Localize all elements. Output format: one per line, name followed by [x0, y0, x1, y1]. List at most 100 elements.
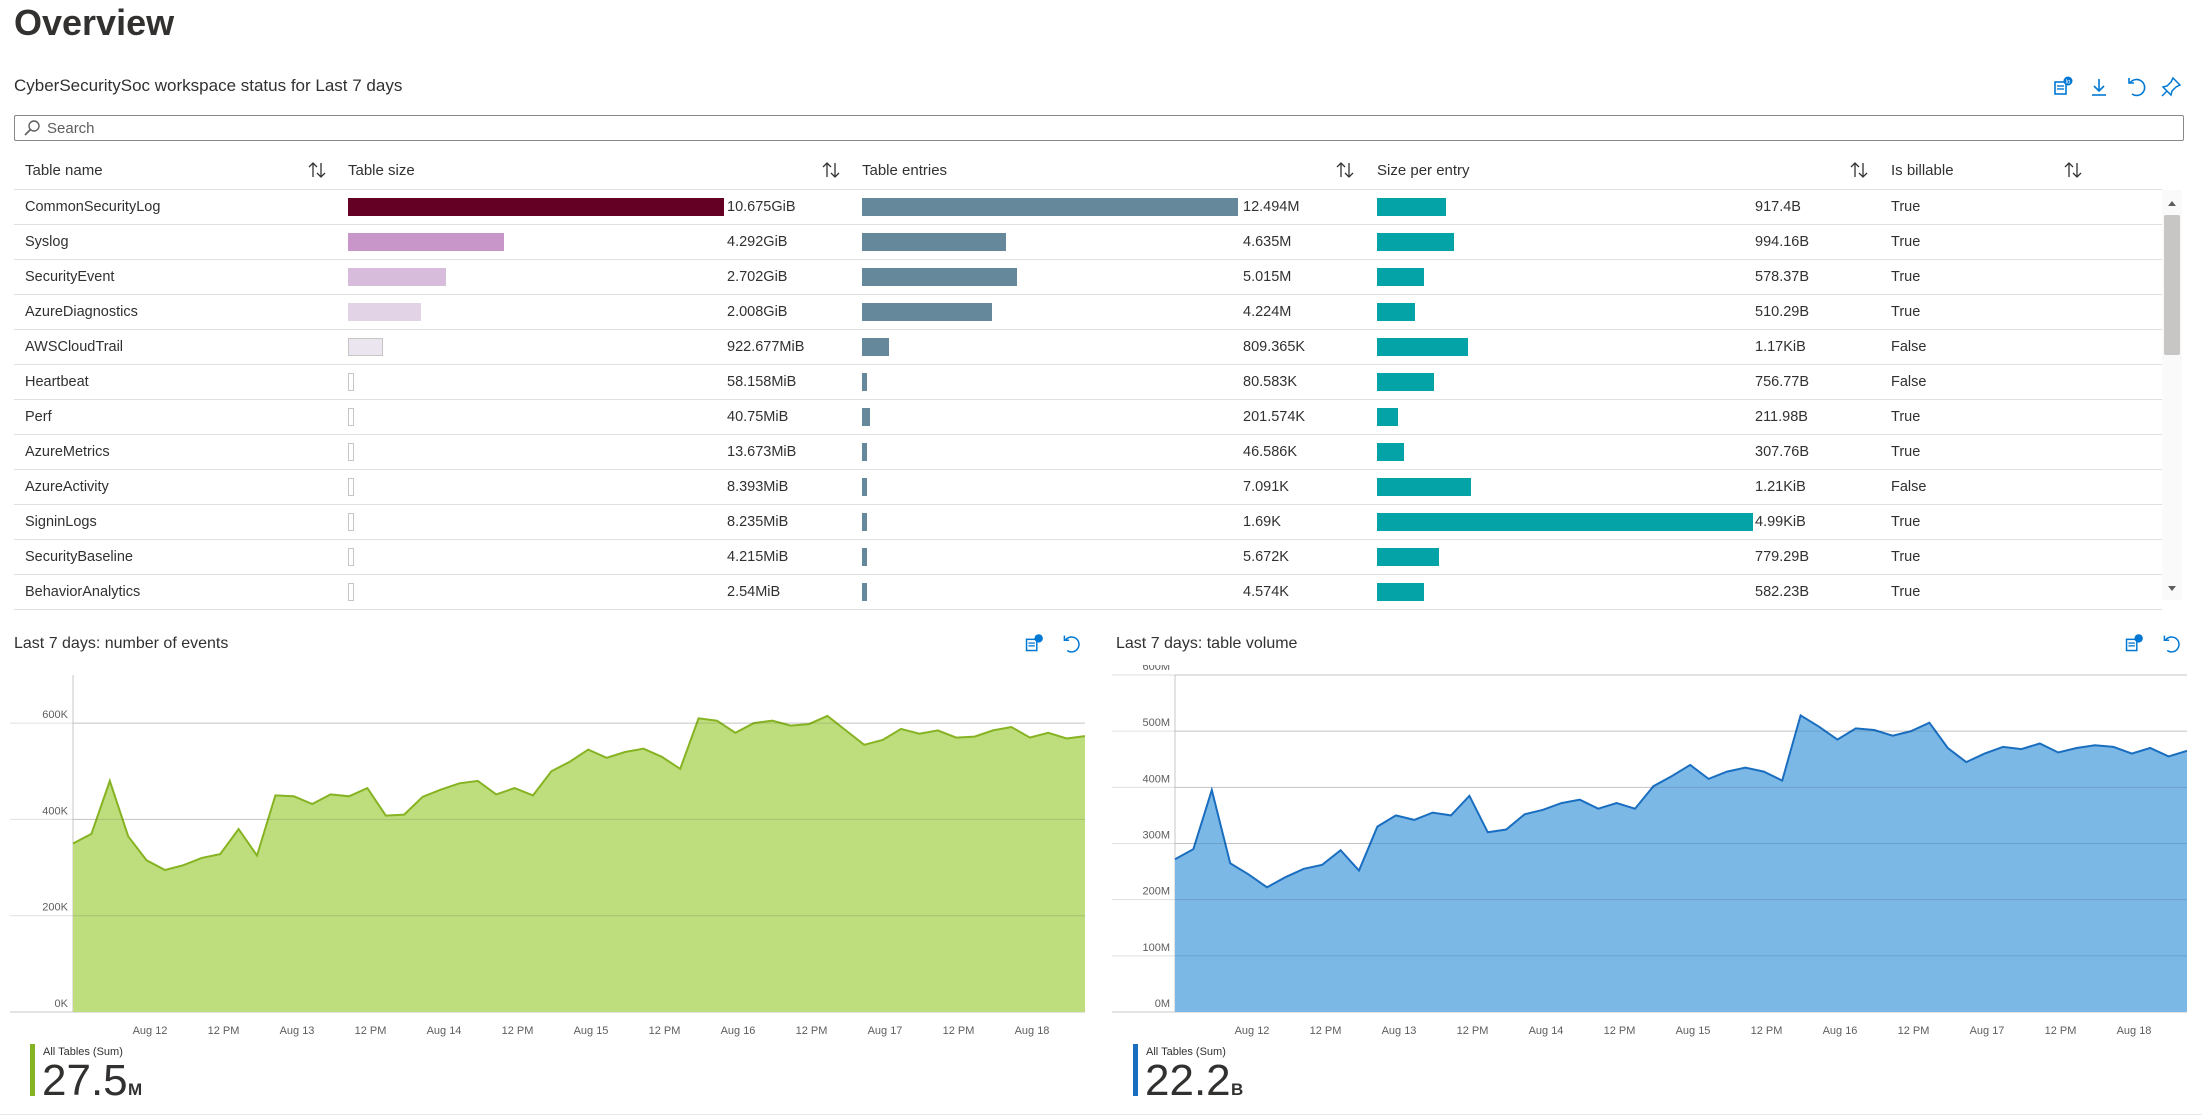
- cell-is-billable: True: [1891, 199, 1920, 215]
- bottom-divider: [0, 1114, 2202, 1115]
- cell-is-billable: True: [1891, 409, 1920, 425]
- events-legend-value: 27.5: [42, 1056, 128, 1106]
- x-tick-label: 12 PM: [1604, 1025, 1636, 1037]
- column-header-table-entries[interactable]: Table entries: [862, 162, 947, 179]
- scroll-down-arrow-icon[interactable]: [2164, 580, 2180, 596]
- size-per-entry-bar: [1377, 513, 1753, 531]
- sort-icon[interactable]: [820, 160, 842, 180]
- size-bar: [348, 303, 421, 321]
- cell-table-size: 2.008GiB: [727, 304, 787, 320]
- area-fill: [1175, 715, 2187, 1012]
- size-bar: [348, 513, 354, 531]
- y-tick-label: 400K: [42, 805, 68, 817]
- y-tick-label: 200K: [42, 902, 68, 914]
- column-header-size-per-entry[interactable]: Size per entry: [1377, 162, 1470, 179]
- cell-size-per-entry: 582.23B: [1755, 584, 1809, 600]
- size-per-entry-bar: [1377, 478, 1471, 496]
- size-per-entry-bar: [1377, 338, 1468, 356]
- table-row[interactable]: SecurityEvent 2.702GiB 5.015M 578.37B True: [14, 260, 2162, 295]
- undo-icon[interactable]: [2156, 630, 2184, 658]
- pin-icon[interactable]: [2156, 72, 2186, 102]
- size-bar: [348, 443, 354, 461]
- cell-size-per-entry: 1.17KiB: [1755, 339, 1806, 355]
- cell-size-per-entry: 4.99KiB: [1755, 514, 1806, 530]
- size-bar: [348, 268, 446, 286]
- scrollbar-thumb[interactable]: [2164, 215, 2180, 355]
- cell-table-entries: 5.672K: [1243, 549, 1289, 565]
- search-input[interactable]: [45, 119, 2149, 138]
- open-in-logs-icon[interactable]: [2120, 630, 2148, 658]
- table-row[interactable]: CommonSecurityLog 10.675GiB 12.494M 917.4B T…: [14, 190, 2162, 225]
- size-per-entry-bar: [1377, 233, 1454, 251]
- column-header-is-billable[interactable]: Is billable: [1891, 162, 1954, 179]
- sort-icon[interactable]: [1334, 160, 1356, 180]
- sort-icon[interactable]: [306, 160, 328, 180]
- table-row[interactable]: AzureMetrics 13.673MiB 46.586K 307.76B True: [14, 435, 2162, 470]
- search-icon: [23, 119, 41, 137]
- events-area-chart: 0K 200K 400K 600K Aug 12 12 PM Aug 13 12 PM Aug …: [10, 665, 1085, 1045]
- cell-size-per-entry: 994.16B: [1755, 234, 1809, 250]
- size-per-entry-bar: [1377, 408, 1398, 426]
- cell-table-size: 922.677MiB: [727, 339, 804, 355]
- x-tick-label: 12 PM: [355, 1025, 387, 1037]
- table-row[interactable]: Heartbeat 58.158MiB 80.583K 756.77B False: [14, 365, 2162, 400]
- x-tick-label: Aug 16: [721, 1025, 756, 1037]
- cell-table-entries: 4.635M: [1243, 234, 1291, 250]
- cell-is-billable: True: [1891, 269, 1920, 285]
- table-row[interactable]: SecurityBaseline 4.215MiB 5.672K 779.29B Tru…: [14, 540, 2162, 575]
- y-tick-label: 600K: [42, 709, 68, 721]
- volume-panel-title: Last 7 days: table volume: [1116, 635, 1297, 653]
- entries-bar: [862, 583, 867, 601]
- undo-icon[interactable]: [1056, 630, 1084, 658]
- table-row[interactable]: AWSCloudTrail 922.677MiB 809.365K 1.17KiB Fa…: [14, 330, 2162, 365]
- table-row[interactable]: Perf 40.75MiB 201.574K 211.98B True: [14, 400, 2162, 435]
- table-row[interactable]: BehaviorAnalytics 2.54MiB 4.574K 582.23B Tru…: [14, 575, 2162, 610]
- cell-is-billable: True: [1891, 304, 1920, 320]
- cell-table-name: BehaviorAnalytics: [25, 584, 140, 600]
- cell-table-name: Perf: [25, 409, 52, 425]
- table-row[interactable]: Syslog 4.292GiB 4.635M 994.16B True: [14, 225, 2162, 260]
- column-header-table-size[interactable]: Table size: [348, 162, 415, 179]
- y-tick-label: 0M: [1155, 998, 1170, 1010]
- x-tick-label: Aug 15: [574, 1025, 609, 1037]
- x-tick-label: Aug 14: [427, 1025, 462, 1037]
- x-tick-label: 12 PM: [208, 1025, 240, 1037]
- open-in-logs-icon[interactable]: lo: [2048, 72, 2078, 102]
- size-bar: [348, 408, 354, 426]
- download-icon[interactable]: [2084, 72, 2114, 102]
- table-row[interactable]: AzureDiagnostics 2.008GiB 4.224M 510.29B Tru…: [14, 295, 2162, 330]
- volume-legend-color: [1133, 1044, 1138, 1096]
- undo-icon[interactable]: [2120, 72, 2150, 102]
- cell-size-per-entry: 578.37B: [1755, 269, 1809, 285]
- x-tick-label: 12 PM: [1751, 1025, 1783, 1037]
- scroll-up-arrow-icon[interactable]: [2164, 196, 2180, 212]
- cell-table-entries: 201.574K: [1243, 409, 1305, 425]
- table-row[interactable]: SigninLogs 8.235MiB 1.69K 4.99KiB True: [14, 505, 2162, 540]
- x-tick-label: 12 PM: [1457, 1025, 1489, 1037]
- cell-is-billable: True: [1891, 584, 1920, 600]
- cell-table-entries: 46.586K: [1243, 444, 1297, 460]
- size-bar: [348, 583, 354, 601]
- events-legend-unit: M: [128, 1080, 142, 1100]
- x-tick-label: Aug 12: [1235, 1025, 1270, 1037]
- sort-icon[interactable]: [2062, 160, 2084, 180]
- sort-icon[interactable]: [1848, 160, 1870, 180]
- size-per-entry-bar: [1377, 303, 1415, 321]
- cell-table-name: AzureDiagnostics: [25, 304, 138, 320]
- cell-is-billable: False: [1891, 374, 1926, 390]
- y-tick-label: 600M: [1142, 665, 1170, 673]
- column-header-table-name[interactable]: Table name: [25, 162, 103, 179]
- cell-table-name: AzureMetrics: [25, 444, 110, 460]
- x-tick-label: 12 PM: [1310, 1025, 1342, 1037]
- size-per-entry-bar: [1377, 548, 1439, 566]
- open-in-logs-icon[interactable]: [1020, 630, 1048, 658]
- page-title: Overview: [14, 2, 174, 44]
- x-tick-label: Aug 18: [2117, 1025, 2152, 1037]
- cell-size-per-entry: 307.76B: [1755, 444, 1809, 460]
- size-bar: [348, 338, 383, 356]
- table-row[interactable]: AzureActivity 8.393MiB 7.091K 1.21KiB False: [14, 470, 2162, 505]
- cell-table-entries: 12.494M: [1243, 199, 1299, 215]
- cell-size-per-entry: 510.29B: [1755, 304, 1809, 320]
- size-bar: [348, 233, 504, 251]
- entries-bar: [862, 303, 992, 321]
